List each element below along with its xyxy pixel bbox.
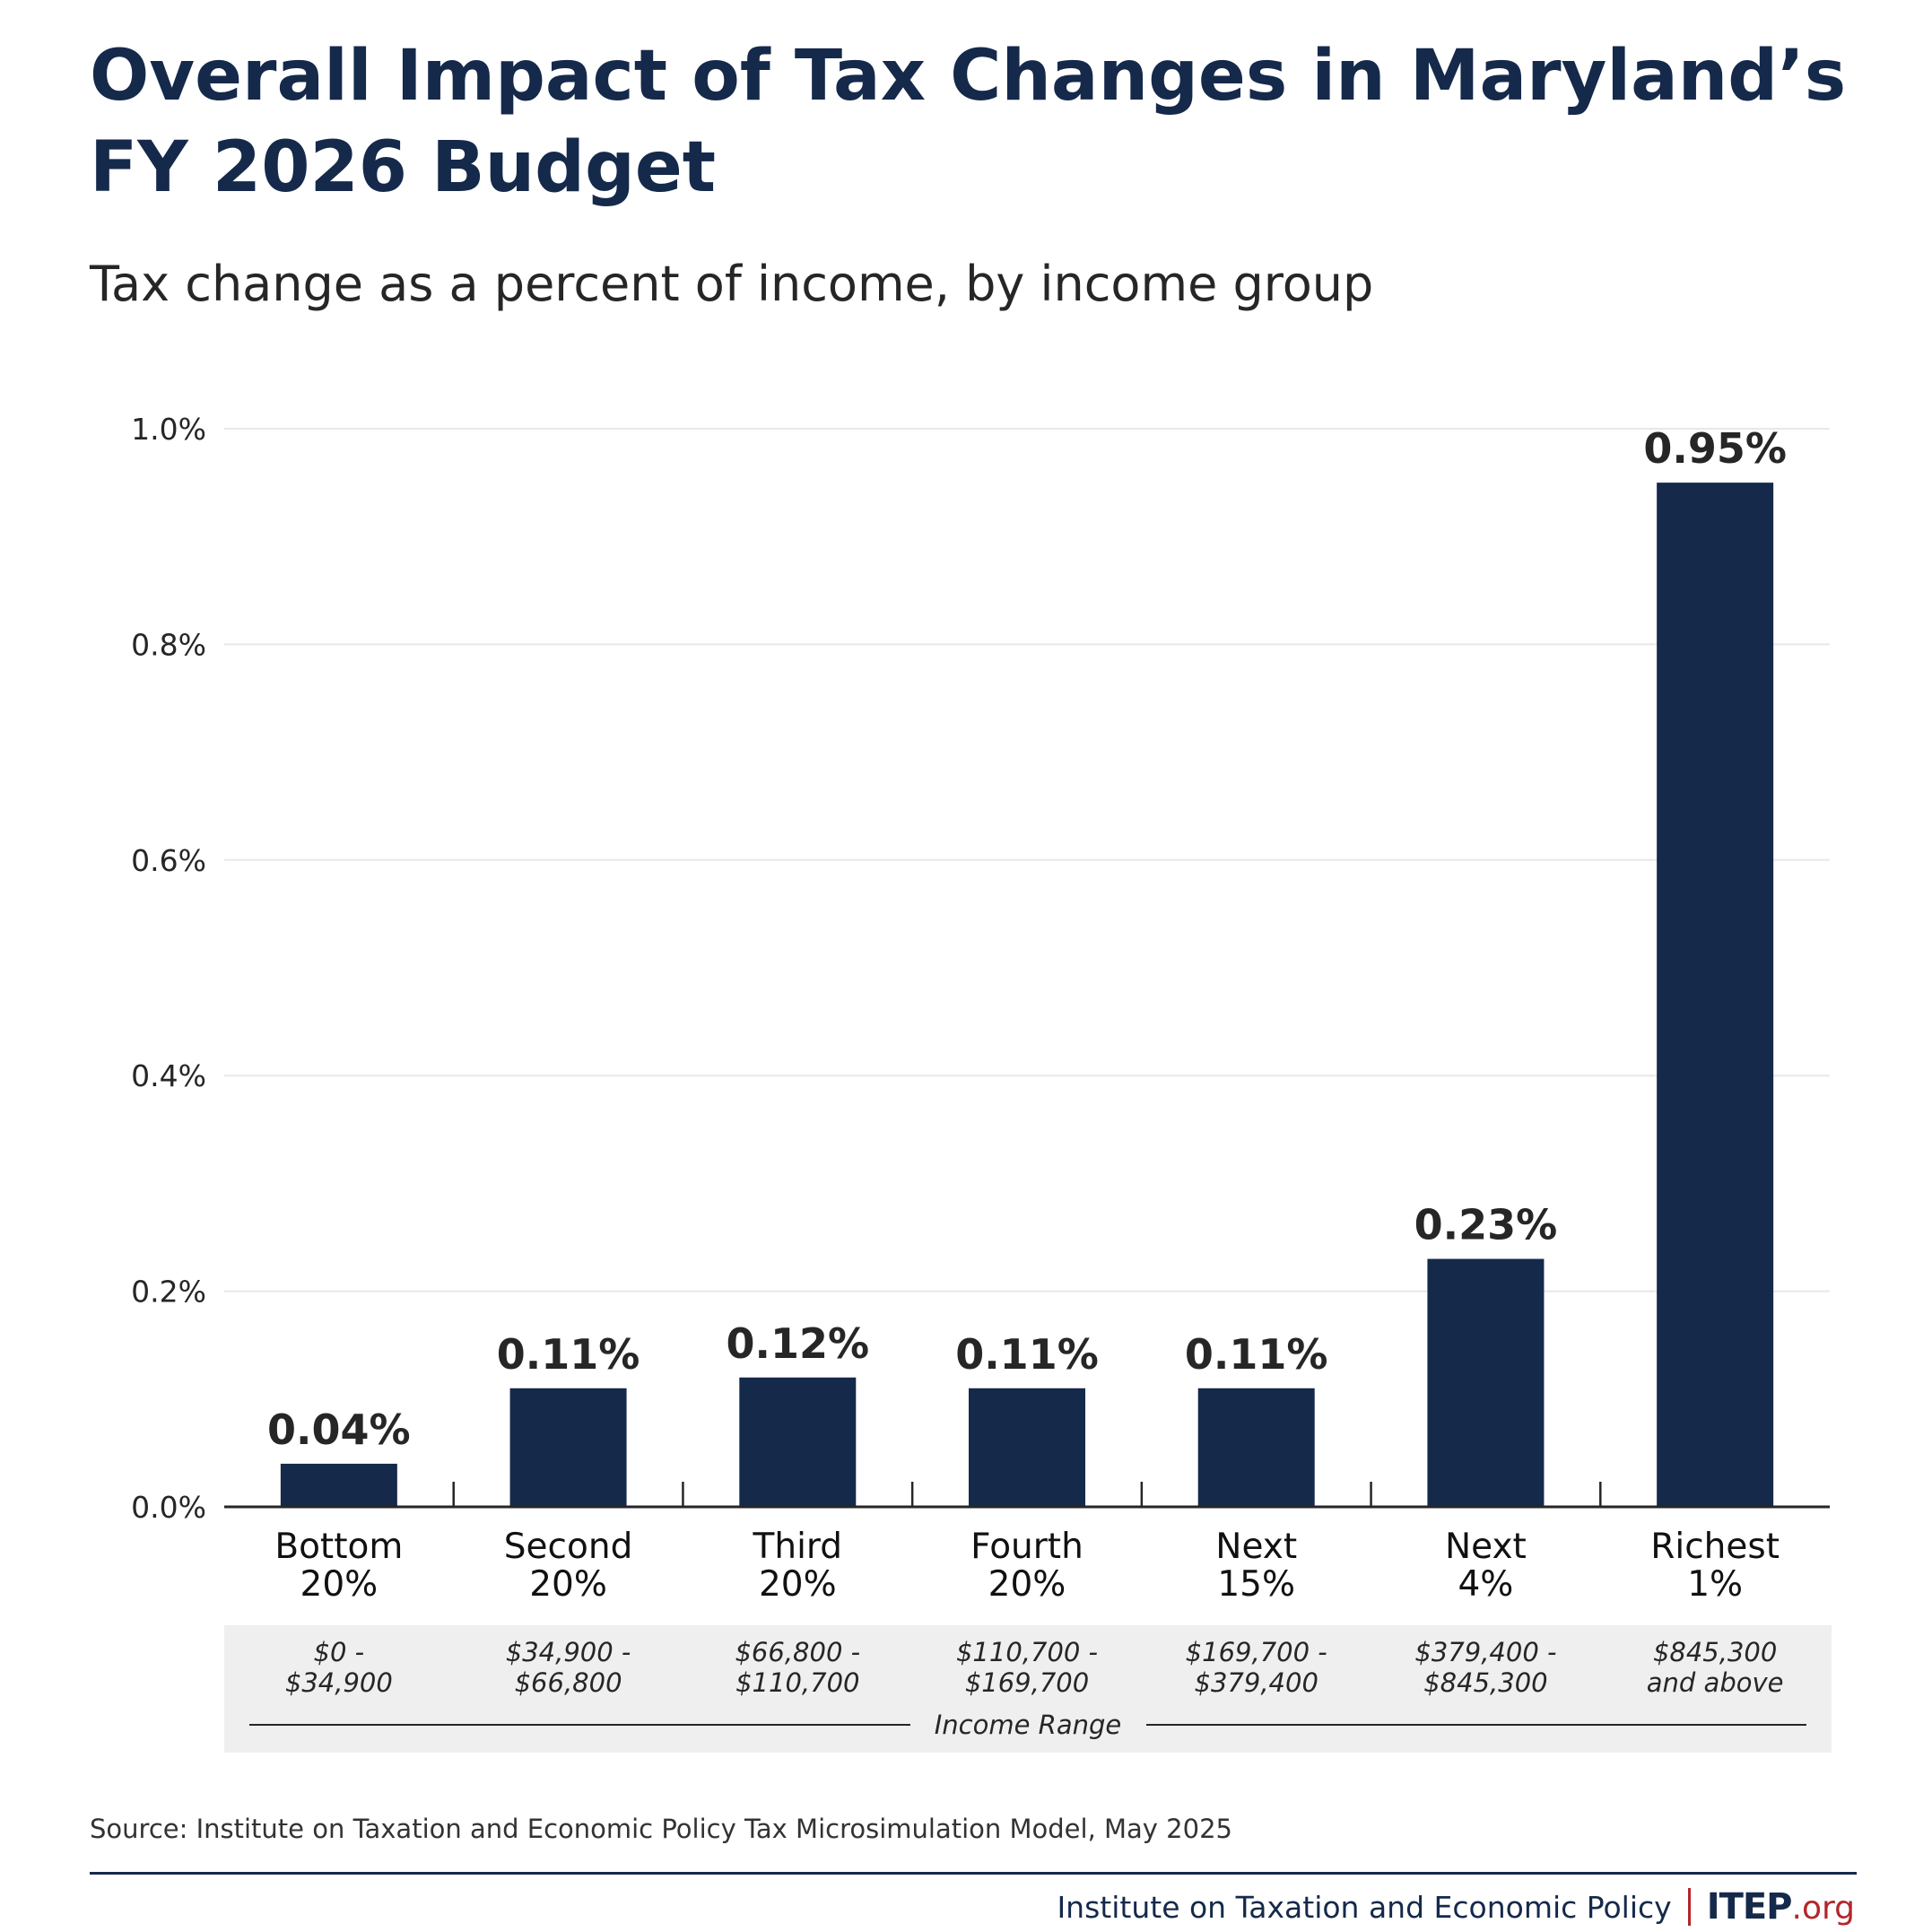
data-label: 0.11% xyxy=(497,1330,640,1379)
x-tick-label: Richest xyxy=(1650,1527,1780,1567)
x-tick-label: Bottom xyxy=(274,1527,403,1567)
income-range-label: and above xyxy=(1647,1667,1784,1698)
income-range-caption: Income Range xyxy=(935,1710,1121,1740)
data-label: 0.04% xyxy=(267,1405,411,1454)
x-tick-label: Next xyxy=(1215,1527,1297,1567)
income-range-label: $845,300 xyxy=(1653,1637,1777,1667)
data-label: 0.11% xyxy=(1185,1330,1328,1379)
bar xyxy=(1657,483,1774,1507)
income-range-label: $845,300 xyxy=(1423,1667,1547,1698)
income-range-label: $34,900 - xyxy=(506,1637,631,1667)
income-range-label: $66,800 xyxy=(515,1667,622,1698)
x-tick-label: 20% xyxy=(300,1564,379,1605)
bar xyxy=(969,1388,1085,1507)
income-range-label: $169,700 xyxy=(965,1667,1089,1698)
bar-chart: 0.0%0.2%0.4%0.6%0.8%1.0%0.04%Bottom20%$0… xyxy=(131,412,1832,1753)
income-range-label: $110,700 - xyxy=(956,1637,1098,1667)
data-label: 0.95% xyxy=(1643,424,1787,473)
income-range-label: $169,700 - xyxy=(1186,1637,1327,1667)
income-range-label: $34,900 xyxy=(285,1667,393,1698)
footer: Institute on Taxation and Economic Polic… xyxy=(1057,1886,1855,1928)
x-tick-label: 15% xyxy=(1217,1564,1295,1605)
income-range-label: $379,400 - xyxy=(1414,1637,1556,1667)
y-tick-label: 0.0% xyxy=(131,1490,206,1525)
income-range-label: $0 - xyxy=(314,1637,365,1667)
footer-divider xyxy=(90,1872,1857,1875)
bar xyxy=(1197,1388,1315,1507)
income-range-band xyxy=(224,1625,1832,1753)
y-tick-label: 0.4% xyxy=(131,1058,206,1093)
y-tick-label: 0.2% xyxy=(131,1275,206,1310)
itep-logo-suffix: .org xyxy=(1791,1890,1856,1927)
income-range-label: $66,800 - xyxy=(735,1637,860,1667)
source-note: Source: Institute on Taxation and Econom… xyxy=(90,1814,1232,1844)
income-range-label: $379,400 xyxy=(1195,1667,1318,1698)
x-tick-label: Next xyxy=(1445,1527,1527,1567)
x-tick-label: 20% xyxy=(988,1564,1066,1605)
data-label: 0.12% xyxy=(726,1319,869,1368)
itep-logo: ITEP.org xyxy=(1707,1886,1855,1928)
x-tick-label: 20% xyxy=(759,1564,837,1605)
x-tick-label: Fourth xyxy=(970,1527,1083,1567)
footer-org-name: Institute on Taxation and Economic Polic… xyxy=(1057,1889,1672,1925)
x-tick-label: Third xyxy=(753,1527,842,1567)
itep-logo-main: ITEP xyxy=(1706,1886,1793,1928)
x-tick-label: 4% xyxy=(1458,1564,1513,1605)
bar xyxy=(509,1388,627,1507)
footer-separator xyxy=(1687,1888,1691,1926)
chart-subtitle: Tax change as a percent of income, by in… xyxy=(90,256,1374,312)
x-tick-label: 1% xyxy=(1687,1564,1743,1605)
bar xyxy=(280,1463,397,1507)
bar xyxy=(739,1377,857,1507)
data-label: 0.11% xyxy=(955,1330,1099,1379)
y-tick-label: 0.6% xyxy=(131,843,206,878)
y-tick-label: 1.0% xyxy=(131,412,206,447)
income-range-label: $110,700 xyxy=(735,1667,859,1698)
chart-title: Overall Impact of Tax Changes in Marylan… xyxy=(90,36,1847,208)
x-tick-label: Second xyxy=(504,1527,633,1567)
bar xyxy=(1427,1258,1545,1507)
x-tick-label: 20% xyxy=(529,1564,607,1605)
y-tick-label: 0.8% xyxy=(131,627,206,662)
data-label: 0.23% xyxy=(1414,1201,1558,1249)
